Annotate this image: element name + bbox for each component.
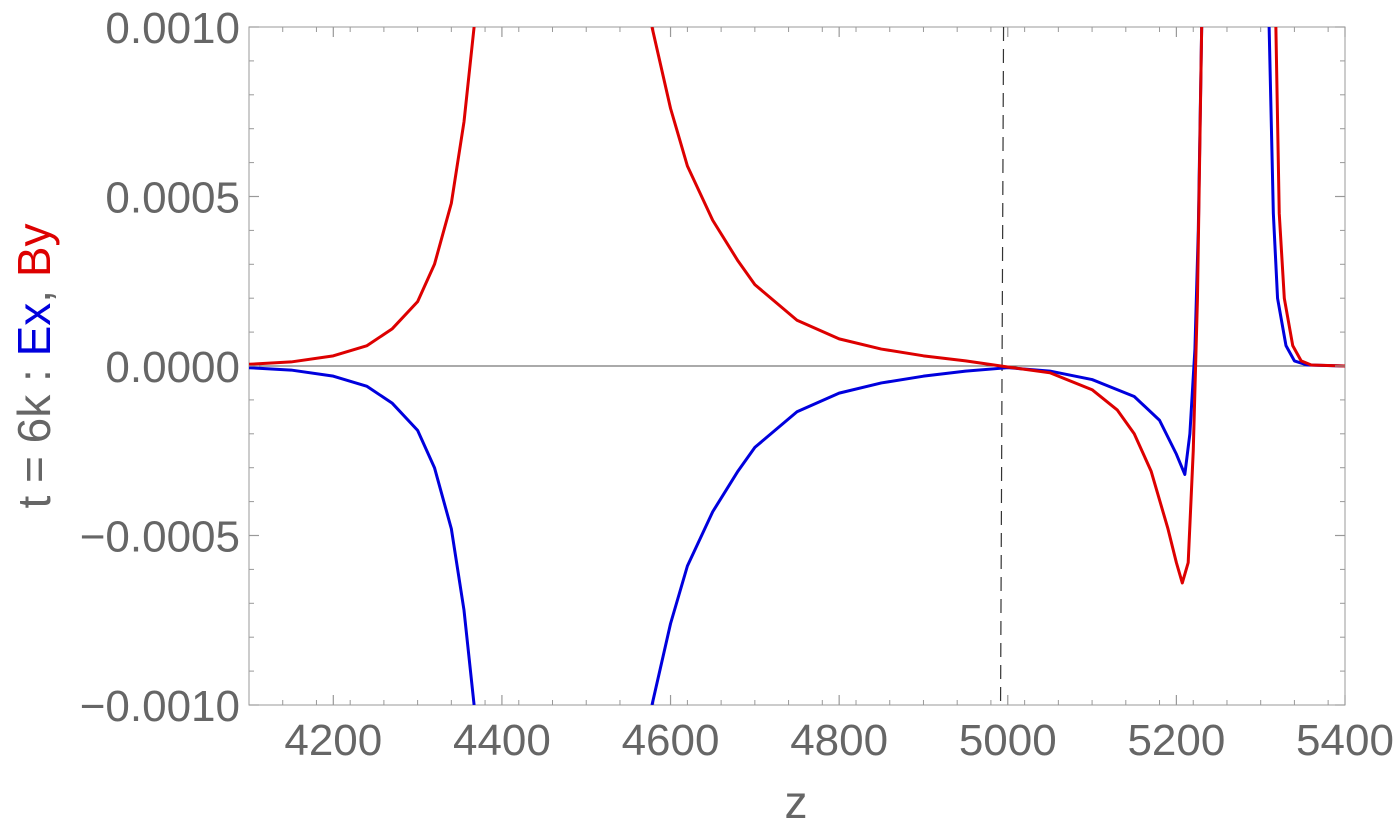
y-axis-title-part-3: By <box>8 223 60 277</box>
y-axis-title-part-2: , <box>8 277 60 303</box>
y-axis-ticks: −0.0010 −0.0005 0.0000 0.0005 0.0010 <box>80 4 1345 731</box>
y-axis-title-part-0: t = 6k : <box>8 356 60 508</box>
x-tick-label: 4200 <box>284 716 382 765</box>
x-tick-label: 4600 <box>622 716 720 765</box>
series-ex-line-0 <box>249 366 476 705</box>
y-axis-title-part-1: Ex <box>8 303 60 357</box>
plot-frame <box>248 26 1346 706</box>
x-tick-label: 5400 <box>1296 716 1394 765</box>
y-tick-label: 0.0005 <box>105 174 240 223</box>
y-tick-label: −0.0005 <box>80 513 240 562</box>
x-tick-label: 5000 <box>959 716 1057 765</box>
series-ex-line-2 <box>1267 27 1345 368</box>
series-by-line-1 <box>650 27 1204 585</box>
series-by-line-0 <box>249 27 476 366</box>
x-axis-title: z <box>785 776 808 828</box>
y-tick-label: 0.0010 <box>105 4 240 53</box>
x-axis-ticks: 4200 4400 4600 4800 5000 5200 5400 <box>284 27 1394 765</box>
x-tick-label: 4800 <box>790 716 888 765</box>
series-by-line-2 <box>1274 27 1345 368</box>
x-tick-label: 4400 <box>453 716 551 765</box>
series-ex-line-1 <box>650 27 1204 705</box>
x-tick-label: 5200 <box>1127 716 1225 765</box>
series-group <box>249 27 1345 705</box>
y-tick-label: −0.0010 <box>80 682 240 731</box>
y-axis-title: t = 6k : Ex, By <box>8 223 60 508</box>
y-tick-label: 0.0000 <box>105 343 240 392</box>
